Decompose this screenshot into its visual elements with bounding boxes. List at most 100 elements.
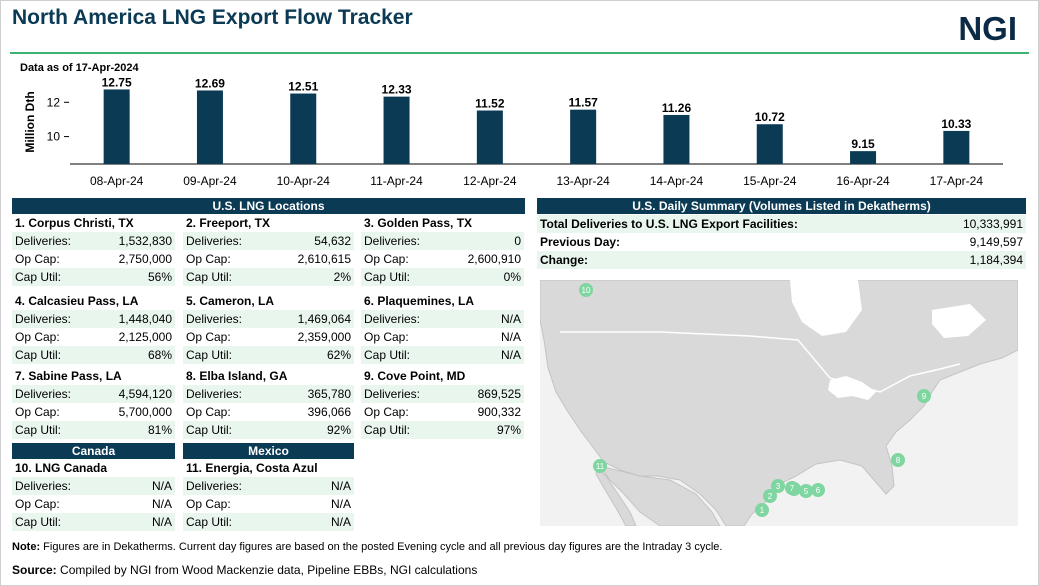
x-tick-label: 11-Apr-24 <box>370 174 423 188</box>
facility-marker[interactable] <box>771 479 785 493</box>
note-label: Note: <box>12 541 41 553</box>
facility-field-value: 2,125,000 <box>118 330 172 344</box>
bar <box>756 124 783 164</box>
facility-marker[interactable] <box>811 483 825 497</box>
facility-marker[interactable] <box>593 459 607 473</box>
facility-field-value: 54,632 <box>314 234 351 248</box>
facility-marker[interactable] <box>799 484 813 498</box>
facility-row-deliveries: Deliveries: 869,525 <box>361 385 524 403</box>
facility-marker[interactable] <box>579 283 593 297</box>
bar <box>850 151 877 164</box>
canada-us-border <box>560 331 961 393</box>
x-tick-label: 10-Apr-24 <box>277 174 331 188</box>
facility-marker-label: 3 <box>776 482 781 491</box>
facility-field-label: Op Cap: <box>364 330 409 344</box>
summary-header: U.S. Daily Summary (Volumes Listed in De… <box>537 198 1026 214</box>
facility-marker[interactable] <box>755 503 769 517</box>
facility-name: 4. Calcasieu Pass, LA <box>15 294 139 308</box>
facility-field-label: Cap Util: <box>364 423 411 437</box>
facility-card: 9. Cove Point, MD Deliveries: 869,525 Op Ca… <box>361 367 524 439</box>
facility-field-value: N/A <box>151 479 172 493</box>
facility-field-value: 396,066 <box>307 405 351 419</box>
facility-field-label: Cap Util: <box>15 423 62 437</box>
facility-field-value: 2,600,910 <box>467 252 521 266</box>
facility-field-value: 1,532,830 <box>118 234 172 248</box>
y-axis-label: Million Dth <box>23 91 37 152</box>
facility-card: 8. Elba Island, GA Deliveries: 365,780 Op C… <box>183 367 354 439</box>
facility-field-value: N/A <box>330 497 351 511</box>
facility-row-cap-util: Cap Util: 56% <box>12 268 175 286</box>
lng-bar-chart: Million Dth 10 12 12.75 08-Apr-24 12.69 09-Apr… <box>23 75 1003 188</box>
bar <box>103 89 130 164</box>
ngi-logo: NGI <box>958 10 1017 47</box>
facility-marker[interactable] <box>785 481 799 495</box>
facility-field-value: 2,359,000 <box>297 330 351 344</box>
facility-field-label: Op Cap: <box>364 405 409 419</box>
facility-field-label: Cap Util: <box>186 270 233 284</box>
x-tick-label: 17-Apr-24 <box>930 174 984 188</box>
facility-marker[interactable] <box>763 489 777 503</box>
facility-card: 4. Calcasieu Pass, LA Deliveries: 1,448,04… <box>12 292 175 364</box>
facility-field-label: Op Cap: <box>186 405 231 419</box>
facility-row-op-cap: Op Cap: N/A <box>12 495 175 513</box>
facility-field-value: 2% <box>333 270 351 284</box>
facility-row-op-cap: Op Cap: 5,700,000 <box>12 403 175 421</box>
x-tick-label: 13-Apr-24 <box>556 174 610 188</box>
bar-value-label: 12.51 <box>288 80 318 94</box>
facility-field-value: 62% <box>326 348 351 362</box>
facility-field-value: 2,750,000 <box>118 252 172 266</box>
facility-field-label: Cap Util: <box>364 348 411 362</box>
facility-field-label: Deliveries: <box>15 387 72 401</box>
facility-field-label: Op Cap: <box>186 330 231 344</box>
facility-name: 2. Freeport, TX <box>186 216 271 230</box>
summary-row-total: Total Deliveries to U.S. LNG Export Faci… <box>537 215 1026 233</box>
facility-field-value: 56% <box>147 270 172 284</box>
mexico-header: Mexico <box>183 443 354 459</box>
facility-row-op-cap: Op Cap: N/A <box>361 328 524 346</box>
bar <box>476 110 503 164</box>
facility-field-value: 81% <box>147 423 172 437</box>
facility-field-value: N/A <box>500 312 521 326</box>
facility-row-cap-util: Cap Util: N/A <box>12 513 175 531</box>
facility-row-cap-util: Cap Util: 81% <box>12 421 175 439</box>
facility-card: 10. LNG Canada Deliveries: N/A Op Cap: N/A Ca… <box>12 459 175 531</box>
facility-row-deliveries: Deliveries: N/A <box>361 310 524 328</box>
bar-value-label: 12.75 <box>102 75 132 89</box>
source-text: Compiled by NGI from Wood Mackenzie data… <box>56 563 478 577</box>
facility-field-value: 900,332 <box>477 405 521 419</box>
facility-field-value: N/A <box>330 479 351 493</box>
facility-field-value: N/A <box>151 515 172 529</box>
facility-marker-label: 9 <box>922 392 927 401</box>
facility-marker-label: 8 <box>896 456 901 465</box>
facility-row-deliveries: Deliveries: 1,448,040 <box>12 310 175 328</box>
facility-markers: 1234567891011 <box>579 283 931 517</box>
facility-row-deliveries: Deliveries: 1,532,830 <box>12 232 175 250</box>
facility-row-deliveries: Deliveries: 365,780 <box>183 385 354 403</box>
facility-field-label: Op Cap: <box>186 252 231 266</box>
facility-field-value: N/A <box>500 330 521 344</box>
facility-row-deliveries: Deliveries: 1,469,064 <box>183 310 354 328</box>
bar-value-label: 12.69 <box>195 76 225 90</box>
facility-row-op-cap: Op Cap: 900,332 <box>361 403 524 421</box>
facility-card: 6. Plaquemines, LA Deliveries: N/A Op Cap: N… <box>361 292 524 364</box>
bar-value-label: 10.72 <box>755 110 785 124</box>
facility-row-deliveries: Deliveries: 54,632 <box>183 232 354 250</box>
facility-field-label: Cap Util: <box>15 515 62 529</box>
facility-field-label: Op Cap: <box>186 497 231 511</box>
facility-field-label: Deliveries: <box>15 312 72 326</box>
y-tick-label: 10 <box>47 130 61 144</box>
facility-field-label: Deliveries: <box>364 387 421 401</box>
facility-field-label: Deliveries: <box>186 479 243 493</box>
facility-row-cap-util: Cap Util: N/A <box>183 513 354 531</box>
facility-marker[interactable] <box>891 453 905 467</box>
facility-field-value: 365,780 <box>307 387 351 401</box>
facility-row-op-cap: Op Cap: 2,610,615 <box>183 250 354 268</box>
x-tick-label: 14-Apr-24 <box>650 174 704 188</box>
facility-field-value: 869,525 <box>477 387 521 401</box>
bar-value-label: 10.33 <box>941 117 971 131</box>
bar <box>570 109 597 164</box>
facility-card: 5. Cameron, LA Deliveries: 1,469,064 Op Cap… <box>183 292 354 364</box>
facility-row-deliveries: Deliveries: N/A <box>183 477 354 495</box>
facility-field-label: Op Cap: <box>15 405 60 419</box>
facility-marker[interactable] <box>917 389 931 403</box>
